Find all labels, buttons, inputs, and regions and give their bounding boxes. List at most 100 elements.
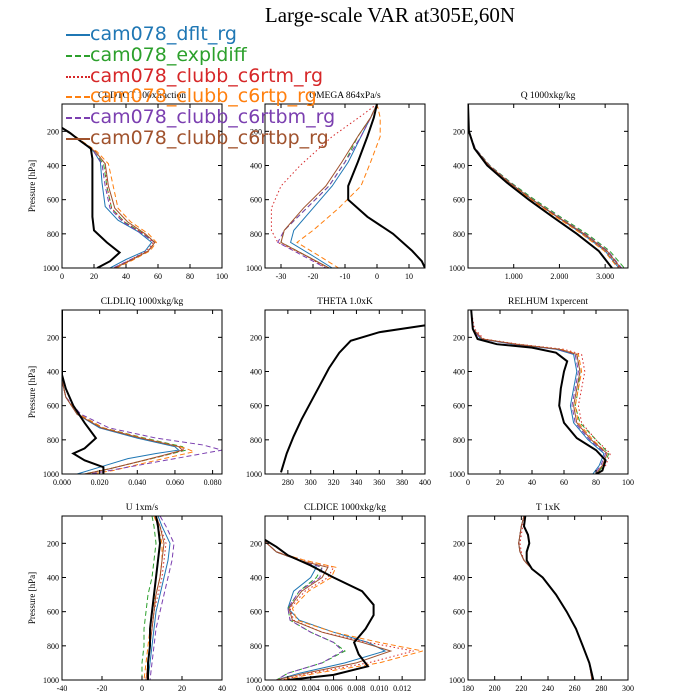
panel-title: THETA 1.0xK [317, 297, 373, 307]
y-tick-label: 200 [250, 127, 262, 136]
panel-0: 0 20 40 60 80 100 200 400 600 800 1000 CLDTOT 100xf… [27, 90, 228, 281]
legend-line [66, 117, 90, 120]
y-tick-label: 600 [250, 196, 262, 205]
legend-line [66, 137, 90, 140]
x-tick-label: 380 [396, 478, 408, 487]
plot-frame [61, 103, 223, 269]
y-tick-label: 800 [453, 642, 465, 651]
y-tick-label: 200 [47, 333, 59, 342]
x-tick-label: 0 [375, 272, 379, 281]
panel-title: CLDTOT 100xfraction [98, 90, 186, 101]
x-tick-label: -10 [340, 272, 351, 281]
y-tick-label: 200 [250, 539, 262, 548]
y-tick-label: 200 [453, 539, 465, 548]
figure-title: Large-scale VAR at305E,60N [265, 3, 515, 27]
x-tick-label: 400 [419, 478, 431, 487]
x-tick-label: 3.000 [596, 272, 614, 281]
y-tick-label: 600 [47, 196, 59, 205]
panel-4: 280 300 320 340 360 380 400 200 400 600 800 1000 THE… [246, 297, 431, 487]
x-tick-label: 20 [90, 272, 98, 281]
y-tick-label: 1000 [43, 676, 59, 685]
y-tick-label: 400 [453, 162, 465, 171]
y-tick-label: 1000 [43, 264, 59, 273]
y-tick-label: 600 [453, 608, 465, 617]
x-tick-label: 0.008 [347, 684, 365, 693]
x-tick-label: -20 [308, 272, 319, 281]
x-tick-label: 320 [328, 478, 340, 487]
x-tick-label: 280 [282, 478, 294, 487]
series-line [470, 310, 608, 474]
panel-1: -30 -20 -10 0 10 200 400 600 800 1000 OMEGA 864xPa… [246, 91, 426, 281]
y-tick-label: 800 [453, 436, 465, 445]
y-tick-label: 600 [453, 196, 465, 205]
series-line [145, 516, 167, 680]
legend-label: cam078_clubb_c6rtbp_rg [90, 126, 329, 149]
x-tick-label: 0.010 [370, 684, 388, 693]
series-line [147, 516, 162, 680]
x-tick-label: 0.040 [128, 478, 146, 487]
x-tick-label: 0.000 [256, 684, 274, 693]
x-tick-label: 300 [305, 478, 317, 487]
y-tick-label: 600 [47, 608, 59, 617]
y-tick-label: 600 [47, 402, 59, 411]
series-line [470, 310, 611, 474]
x-tick-label: 240 [542, 684, 554, 693]
series-line [280, 324, 425, 473]
x-tick-label: 300 [622, 684, 634, 693]
x-tick-label: 100 [216, 272, 228, 281]
x-tick-label: 0.012 [393, 684, 411, 693]
series-line [280, 324, 425, 473]
y-tick-label: 200 [453, 127, 465, 136]
plot-frame [467, 515, 629, 681]
plot-frame [61, 309, 223, 475]
x-tick-label: 1.000 [505, 272, 523, 281]
y-tick-label: 800 [250, 642, 262, 651]
x-tick-label: 10 [405, 272, 413, 281]
series-line [470, 310, 607, 474]
y-tick-label: 400 [250, 368, 262, 377]
series-line [470, 310, 610, 474]
x-tick-label: 280 [595, 684, 607, 693]
y-tick-label: 1000 [449, 470, 465, 479]
x-tick-label: 0.080 [204, 478, 222, 487]
legend-line [66, 34, 90, 36]
panel-6: -40 -20 0 20 40 200 400 600 800 1000 U 1xm/s Pressu… [27, 503, 226, 693]
x-tick-label: 0.020 [91, 478, 109, 487]
panel-title: U 1xm/s [126, 503, 159, 513]
series-line [296, 104, 381, 268]
series-line [280, 104, 378, 268]
y-axis-label: Pressure [hPa] [27, 366, 37, 418]
x-tick-label: 60 [154, 272, 162, 281]
y-tick-label: 1000 [449, 264, 465, 273]
legend-line [66, 54, 90, 57]
series-line [522, 516, 595, 680]
legend-label: cam078_clubb_c6rtbm_rg [90, 106, 336, 129]
series-line [62, 310, 180, 474]
y-tick-label: 400 [453, 368, 465, 377]
x-tick-label: 0.006 [325, 684, 343, 693]
x-tick-label: -20 [97, 684, 108, 693]
series-line [141, 516, 157, 680]
x-tick-label: 0 [466, 478, 470, 487]
y-tick-label: 1000 [43, 470, 59, 479]
panel-2: 1.000 2.000 3.000 200 400 600 800 1000 Q 1000xkg… [449, 91, 629, 281]
panel-7: 0.000 0.002 0.004 0.006 0.008 0.010 0.012 200 40… [246, 503, 426, 693]
y-tick-label: 400 [250, 162, 262, 171]
legend-label: cam078_dflt_rg [90, 23, 237, 45]
y-tick-label: 800 [47, 642, 59, 651]
series-line [149, 516, 175, 680]
y-tick-label: 200 [453, 333, 465, 342]
panel-title: RELHUM 1xpercent [508, 297, 588, 307]
panel-title: CLDLIQ 1000xkg/kg [101, 297, 184, 307]
y-tick-label: 800 [47, 436, 59, 445]
series-line [468, 104, 613, 268]
y-tick-label: 800 [47, 230, 59, 239]
y-tick-label: 200 [250, 333, 262, 342]
legend-label: cam078_clubb_c6rtp_rg [90, 85, 317, 108]
x-tick-label: 220 [515, 684, 527, 693]
x-tick-label: 100 [622, 478, 634, 487]
series-line [280, 324, 425, 473]
panel-title: Q 1000xkg/kg [521, 91, 576, 101]
x-tick-label: 40 [218, 684, 226, 693]
